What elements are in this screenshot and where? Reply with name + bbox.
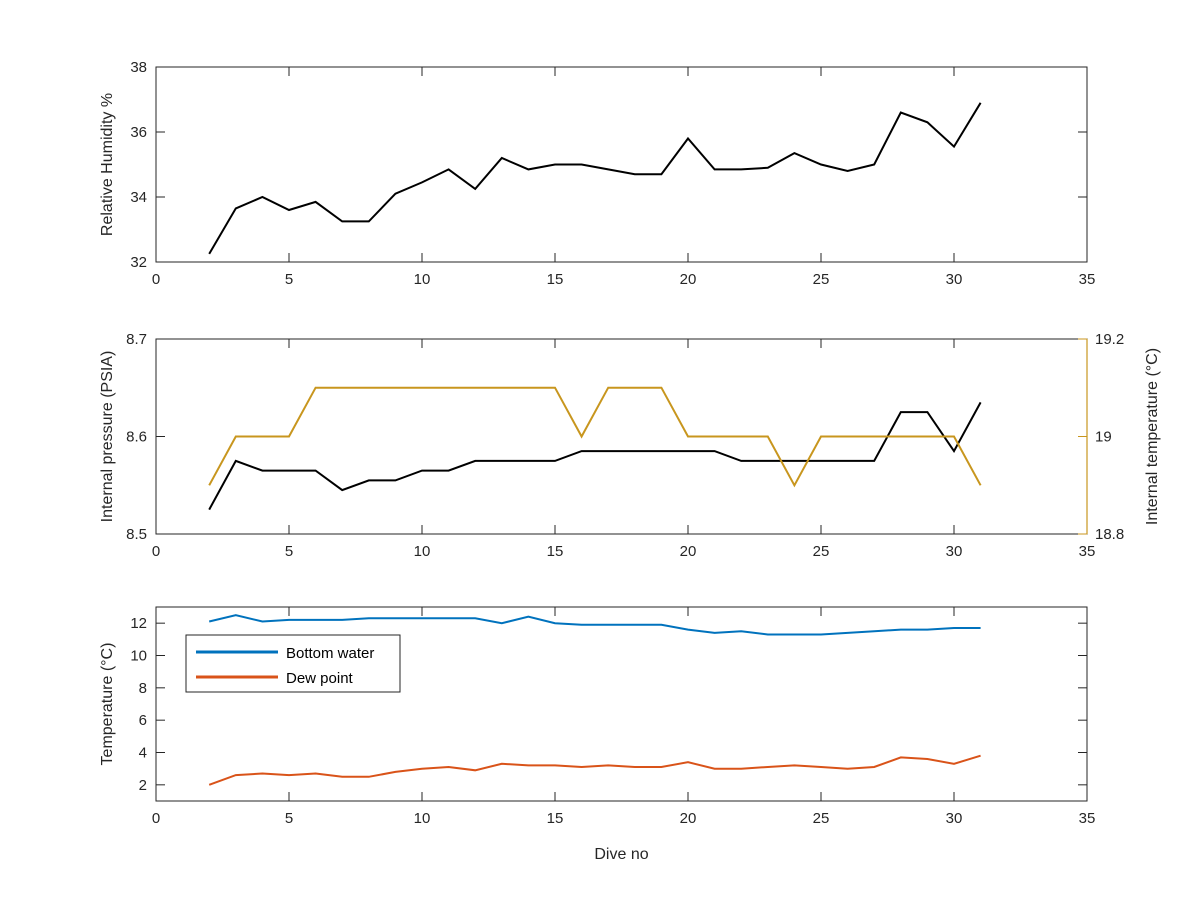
x-tick-label: 5: [285, 271, 293, 288]
dew-point-line: [208, 754, 981, 786]
series-0-line: [208, 401, 982, 511]
y-tick-label: 36: [130, 124, 147, 141]
x-tick-label: 25: [813, 543, 830, 560]
x-tick-label: 30: [946, 810, 963, 827]
x-tick-label: 10: [414, 543, 431, 560]
x-tick-label: 0: [152, 810, 160, 827]
x-tick-label: 30: [946, 543, 963, 560]
y-tick-label: 12: [130, 615, 147, 632]
x-tick-label: 30: [946, 271, 963, 288]
y-tick-label: 34: [130, 189, 147, 206]
temperature-panel: 0 5 10 15 20 25 30 35 2 4 6 8 10 12 Temperature (°C) Di…: [99, 606, 1096, 863]
y-tick-label: 32: [130, 254, 147, 271]
series-0-line: [208, 102, 982, 255]
x-tick-label: 20: [680, 810, 697, 827]
x-tick-label: 25: [813, 810, 830, 827]
x-tick-label: 25: [813, 271, 830, 288]
x-tick-label: 5: [285, 810, 293, 827]
y-axis-label: Temperature (°C): [99, 643, 116, 766]
y-tick-label: 2: [139, 777, 147, 794]
y-tick-label: 10: [130, 648, 147, 665]
humidity-panel: 0 5 10 15 20 25 30 35 32 34 36 38 Relative Humidity …: [99, 59, 1095, 288]
x-axis-label: Dive no: [594, 846, 648, 863]
legend-label-dew-point: Dew point: [286, 670, 354, 687]
x-tick-label: 0: [152, 543, 160, 560]
y-tick-label: 8.6: [126, 429, 147, 446]
bottom-water-line: [208, 614, 981, 636]
x-tick-label: 15: [547, 810, 564, 827]
y-tick-label: 4: [139, 745, 147, 762]
right-y-tick-label: 18.8: [1095, 526, 1124, 543]
x-tick-label: 15: [547, 271, 564, 288]
y-tick-label: 8.5: [126, 526, 147, 543]
right-y-tick-label: 19.2: [1095, 331, 1124, 348]
x-tick-label: 10: [414, 271, 431, 288]
x-tick-label: 5: [285, 543, 293, 560]
x-tick-label: 35: [1079, 810, 1096, 827]
y-axis-label: Internal pressure (PSIA): [99, 351, 116, 523]
y-tick-label: 6: [139, 712, 147, 729]
y-tick-label: 38: [130, 59, 147, 76]
right-y-axis-label: Internal temperature (°C): [1144, 348, 1161, 525]
x-tick-label: 10: [414, 810, 431, 827]
x-tick-label: 35: [1079, 543, 1096, 560]
legend: [185, 634, 401, 693]
pressure-temperature-panel: 0 5 10 15 20 25 30 35 8.5 8.6 8.7 18.8 19 19.2 Interna…: [99, 331, 1161, 560]
axes-box: [155, 66, 1088, 263]
y-tick-label: 8: [139, 680, 147, 697]
right-y-tick-label: 19: [1095, 429, 1112, 446]
x-tick-label: 20: [680, 543, 697, 560]
legend-label-bottom-water: Bottom water: [286, 645, 374, 662]
series-1-line: [208, 386, 982, 488]
y-tick-label: 8.7: [126, 331, 147, 348]
y-axis-label: Relative Humidity %: [99, 93, 116, 236]
axes-box: [155, 606, 1088, 802]
x-tick-label: 20: [680, 271, 697, 288]
x-tick-label: 35: [1079, 271, 1096, 288]
x-tick-label: 0: [152, 271, 160, 288]
x-tick-label: 15: [547, 543, 564, 560]
